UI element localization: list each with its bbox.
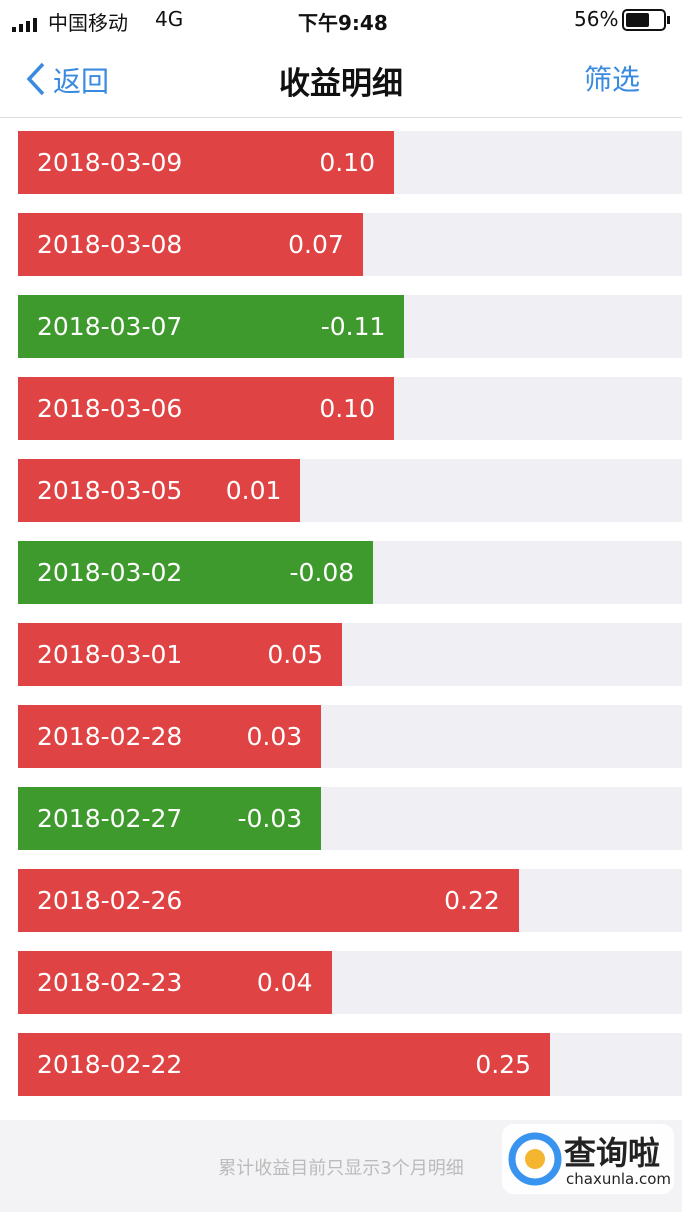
watermark-name: 查询啦 [564, 1134, 661, 1172]
row-value: 0.10 [319, 148, 375, 177]
network: 4G [155, 7, 184, 31]
row[interactable]: 2018-02-28 0.03 [18, 705, 682, 768]
watermark: 查询啦 chaxunla.com [502, 1124, 674, 1194]
carrier: 中国移动 [48, 11, 128, 35]
back-button[interactable]: 返回 [53, 65, 110, 98]
row-date: 2018-02-28 [37, 722, 183, 751]
row-value: 0.04 [256, 968, 313, 997]
row[interactable]: 2018-03-05 0.01 [18, 459, 682, 522]
row-date: 2018-03-02 [37, 558, 183, 587]
bar: 2018-02-28 0.03 [18, 705, 322, 768]
row[interactable]: 2018-03-08 0.07 [18, 213, 682, 276]
row-value: 0.10 [319, 394, 375, 423]
bar: 2018-02-27 -0.03 [18, 787, 322, 850]
row-date: 2018-03-01 [37, 640, 183, 669]
row-value: 0.03 [246, 722, 303, 751]
row-value: -0.03 [237, 804, 303, 833]
page-title: 收益明细 [279, 66, 403, 102]
signal-icon [12, 18, 37, 32]
time: 下午9:48 [298, 11, 388, 35]
row-date: 2018-02-22 [37, 1050, 183, 1079]
row-date: 2018-02-27 [37, 804, 183, 833]
row-date: 2018-03-07 [37, 312, 183, 341]
row-date: 2018-03-08 [37, 230, 183, 259]
row-value: 0.25 [475, 1050, 531, 1079]
bar: 2018-03-06 0.10 [18, 377, 394, 440]
bar: 2018-03-01 0.05 [18, 623, 342, 686]
row-date: 2018-02-23 [37, 968, 183, 997]
bar: 2018-02-26 0.22 [18, 869, 519, 932]
row[interactable]: 2018-03-09 0.10 [18, 131, 682, 194]
bar: 2018-03-07 -0.11 [18, 295, 405, 358]
watermark-logo [508, 1132, 562, 1186]
nav-bar: 返回 收益明细 筛选 [0, 40, 682, 118]
row-date: 2018-02-26 [37, 886, 183, 915]
row[interactable]: 2018-02-23 0.04 [18, 951, 682, 1014]
row-value: 0.05 [267, 640, 323, 669]
row[interactable]: 2018-02-22 0.25 [18, 1033, 682, 1096]
row[interactable]: 2018-02-26 0.22 [18, 869, 682, 932]
row[interactable]: 2018-03-01 0.05 [18, 623, 682, 686]
footer-note: 累计收益目前只显示3个月明细 [218, 1158, 464, 1179]
battery-percent: 56% [574, 7, 619, 31]
watermark-site: chaxunla.com [566, 1170, 671, 1188]
row-value: -0.08 [289, 558, 355, 587]
row[interactable]: 2018-03-02 -0.08 [18, 541, 682, 604]
row[interactable]: 2018-02-27 -0.03 [18, 787, 682, 850]
row[interactable]: 2018-03-07 -0.11 [18, 295, 682, 358]
row-value: -0.11 [320, 312, 386, 341]
row-date: 2018-03-09 [37, 148, 183, 177]
row-value: 0.01 [225, 476, 282, 505]
bar: 2018-03-09 0.10 [18, 131, 394, 194]
filter-button[interactable]: 筛选 [584, 63, 641, 96]
row-date: 2018-03-06 [37, 394, 183, 423]
bar: 2018-03-02 -0.08 [18, 541, 374, 604]
signal [12, 13, 42, 37]
bar: 2018-03-05 0.01 [18, 459, 301, 522]
bar: 2018-02-23 0.04 [18, 951, 332, 1014]
bar: 2018-03-08 0.07 [18, 213, 363, 276]
bar: 2018-02-22 0.25 [18, 1033, 550, 1096]
row-value: 0.07 [288, 230, 344, 259]
row-value: 0.22 [444, 886, 500, 915]
row-date: 2018-03-05 [37, 476, 183, 505]
row[interactable]: 2018-03-06 0.10 [18, 377, 682, 440]
battery-icon [622, 9, 670, 31]
back-arrow[interactable] [26, 62, 46, 96]
